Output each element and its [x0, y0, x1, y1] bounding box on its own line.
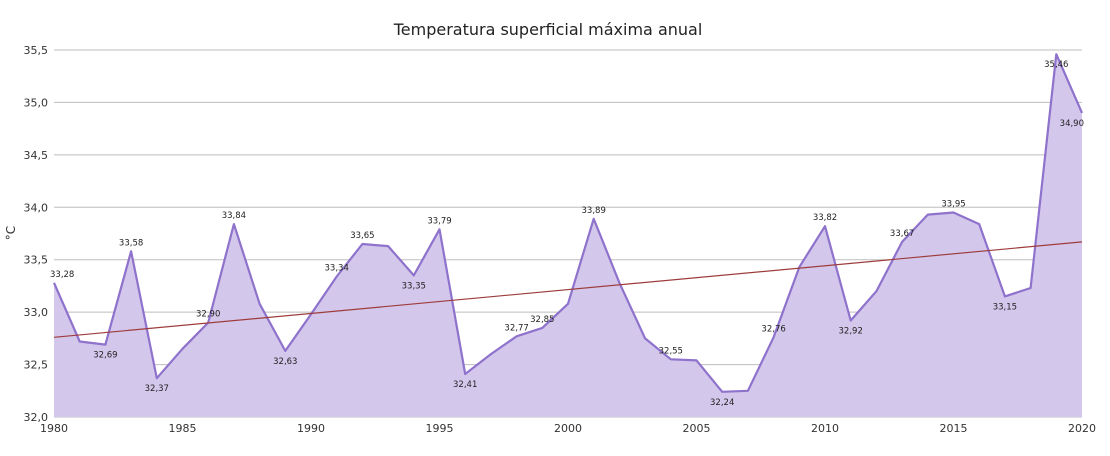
trend-line — [53, 241, 1083, 338]
x-tick-label: 1990 — [297, 422, 325, 435]
data-label: 33,28 — [50, 270, 74, 280]
x-axis-ticks: 1980 1985 1990 1995 2000 2005 2010 2015 2020 — [40, 422, 1096, 435]
data-label: 32,76 — [761, 324, 785, 334]
y-tick-label: 35,5 — [24, 44, 49, 57]
x-tick-label: 1985 — [169, 422, 197, 435]
x-tick-label: 2005 — [683, 422, 711, 435]
data-label: 34,90 — [1060, 119, 1084, 129]
data-label: 32,85 — [530, 315, 554, 325]
trend-layer — [53, 241, 1083, 338]
data-label: 32,55 — [659, 346, 683, 356]
y-tick-label: 33,5 — [24, 254, 49, 267]
series-line — [52, 53, 1084, 393]
data-label: 33,34 — [325, 263, 349, 273]
data-label: 35,46 — [1044, 60, 1068, 70]
data-label: 32,24 — [710, 398, 734, 408]
data-label: 33,65 — [350, 231, 374, 241]
data-label: 33,95 — [941, 200, 965, 210]
x-tick-label: 2010 — [811, 422, 839, 435]
y-tick-label: 34,5 — [24, 149, 49, 162]
y-tick-label: 35,0 — [24, 96, 49, 109]
x-tick-label: 2000 — [554, 422, 582, 435]
data-label: 33,79 — [427, 216, 451, 226]
x-tick-label: 2015 — [940, 422, 968, 435]
y-axis-label: °C — [4, 226, 18, 240]
y-tick-label: 33,0 — [24, 306, 49, 319]
data-label: 33,15 — [993, 302, 1017, 312]
data-label: 33,58 — [119, 238, 143, 248]
data-label: 33,35 — [402, 281, 426, 291]
y-axis-ticks: 32,0 32,5 33,0 33,5 34,0 34,5 35,0 35,5 — [24, 44, 49, 424]
data-label: 32,77 — [504, 323, 528, 333]
y-tick-label: 32,5 — [24, 359, 49, 372]
data-label: 32,63 — [273, 357, 297, 367]
data-label: 33,89 — [582, 206, 606, 216]
x-tick-label: 1995 — [426, 422, 454, 435]
data-label: 32,90 — [196, 310, 220, 320]
data-label: 32,37 — [145, 384, 169, 394]
data-label: 32,69 — [93, 351, 117, 361]
area-fill — [54, 54, 1082, 417]
data-label: 32,92 — [839, 327, 863, 337]
data-label: 33,84 — [222, 211, 246, 221]
y-tick-label: 32,0 — [24, 411, 49, 424]
data-label: 33,67 — [890, 229, 914, 239]
x-tick-label: 1980 — [40, 422, 68, 435]
data-label: 32,41 — [453, 380, 477, 390]
data-labels: 33,28 32,69 33,58 32,37 32,90 33,84 32,63 33,34… — [50, 60, 1084, 408]
x-tick-label: 2020 — [1068, 422, 1096, 435]
chart-title: Temperatura superficial máxima anual — [393, 20, 703, 39]
data-label: 33,82 — [813, 213, 837, 223]
area-layer — [52, 53, 1084, 417]
y-tick-label: 34,0 — [24, 201, 49, 214]
